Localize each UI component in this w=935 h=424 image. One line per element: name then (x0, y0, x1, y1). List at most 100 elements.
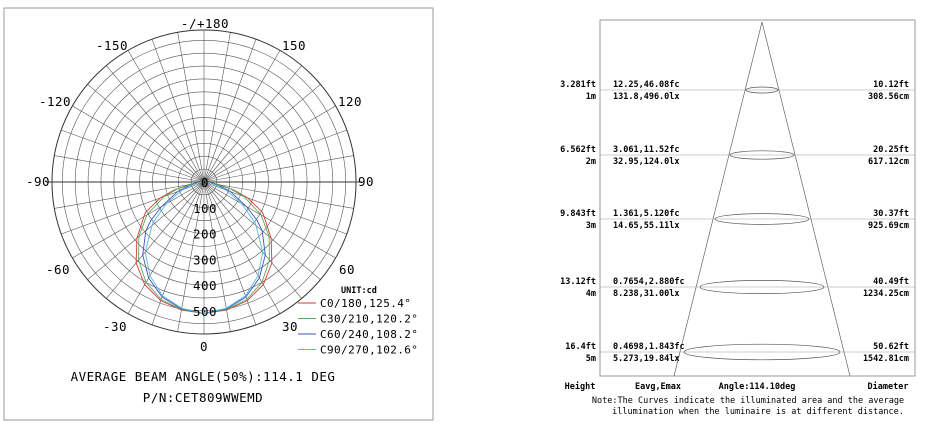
row-height-m: 3m (586, 221, 596, 231)
grid-spoke (54, 155, 205, 183)
radial-tick-label: 100 (193, 201, 217, 216)
grid-spoke (72, 105, 205, 183)
radial-tick-label: 300 (193, 252, 217, 267)
angle-label-150: 150 (282, 38, 306, 53)
radial-labels: 0 100 200 300 400 500 (193, 175, 217, 319)
grid-spoke (177, 181, 205, 332)
grid-spoke (203, 181, 231, 332)
angle-label-neg90: -90 (26, 174, 50, 189)
cone-right-edge (761, 21, 851, 377)
cone-panel-border (599, 19, 916, 377)
angle-label-neg120: -120 (39, 94, 71, 109)
row-eavg-lx: 5.273,19.84lx (613, 354, 680, 364)
row-eavg-fc: 12.25,46.08fc (613, 80, 680, 90)
grid-spoke (203, 181, 281, 314)
beam-angle-text: AVERAGE BEAM ANGLE(50%):114.1 DEG (71, 369, 336, 384)
row-diameter-cm: 1234.25cm (863, 289, 909, 299)
polar-legend: UNIT:cd C0/180,125.4° C30/210,120.2° C60/2… (298, 286, 418, 357)
grid-spoke (203, 65, 302, 183)
unit-label: UNIT:cd (341, 286, 377, 296)
row-eavg-fc: 0.7654,2.880fc (613, 277, 685, 287)
angle-label-0: 0 (200, 339, 208, 354)
grid-spoke (203, 84, 321, 183)
radial-tick-label: 400 (193, 278, 217, 293)
row-eavg-lx: 14.65,55.11lx (613, 221, 680, 231)
grid-spoke (127, 50, 205, 183)
grid-spoke (203, 32, 231, 183)
grid-spoke (127, 181, 205, 314)
row-eavg-lx: 131.8,496.0lx (613, 92, 680, 102)
row-eavg-fc: 1.361,5.120fc (613, 209, 680, 219)
series-curve-3 (144, 181, 264, 314)
cone-lines (600, 21, 915, 377)
grid-spoke (151, 39, 205, 183)
legend-entry: C60/240,108.2° (320, 328, 418, 341)
polar-labels: -/+180 -150 150 -120 120 -90 90 -60 60 -… (26, 16, 374, 354)
angle-label-120: 120 (338, 94, 362, 109)
polar-intensity-diagram: -/+180 -150 150 -120 120 -90 90 -60 60 -… (3, 7, 434, 421)
footer-diameter: Diameter (868, 381, 909, 392)
radial-tick-label: 500 (193, 304, 217, 319)
illuminated-ellipse (683, 343, 841, 361)
illuminated-ellipse (699, 280, 825, 294)
note-line-1: Note:The Curves indicate the illuminated… (592, 396, 904, 406)
footer-eavg: Eavg,Emax (635, 382, 681, 392)
polar-curves (135, 181, 273, 314)
grid-spoke (54, 181, 205, 209)
row-height-ft: 6.562ft (560, 145, 596, 155)
grid-spoke (106, 181, 205, 299)
row-eavg-lx: 8.238,31.00lx (613, 289, 680, 299)
illuminated-ellipse (729, 150, 795, 160)
row-eavg-fc: 3.061,11.52fc (613, 145, 680, 155)
row-height-m: 4m (586, 289, 596, 299)
cone-left-edge (673, 21, 763, 377)
row-height-ft: 3.281ft (560, 80, 596, 90)
legend-entry: C0/180,125.4° (320, 297, 411, 310)
row-eavg-lx: 32.95,124.0lx (613, 157, 680, 167)
row-diameter-ft: 50.62ft (873, 342, 909, 352)
illuminated-ellipse (745, 86, 779, 94)
angle-label-neg30: -30 (103, 319, 127, 334)
angle-label-90: 90 (358, 174, 374, 189)
illuminated-ellipse (714, 213, 810, 225)
grid-spoke (72, 181, 205, 259)
angle-label-30: 30 (282, 319, 298, 334)
row-diameter-ft: 40.49ft (873, 277, 909, 287)
row-diameter-ft: 10.12ft (873, 80, 909, 90)
row-height-m: 5m (586, 354, 596, 364)
row-diameter-cm: 617.12cm (868, 157, 909, 167)
row-height-ft: 13.12ft (560, 277, 596, 287)
legend-entry: C90/270,102.6° (320, 344, 418, 357)
footer-height: Height (565, 381, 596, 392)
grid-spoke (203, 105, 336, 183)
grid-spoke (203, 181, 302, 299)
grid-spoke (203, 39, 257, 183)
row-height-ft: 16.4ft (565, 342, 596, 352)
row-height-ft: 9.843ft (560, 209, 596, 219)
row-diameter-cm: 925.69cm (868, 221, 909, 231)
row-height-m: 1m (586, 92, 596, 102)
part-number-text: P/N:CET809WWEMD (143, 390, 263, 405)
row-height-m: 2m (586, 157, 596, 167)
footer-angle: Angle:114.10deg (719, 382, 796, 392)
cone-rows: 3.281ft 1m 12.25,46.08fc 131.8,496.0lx 10.12… (560, 80, 909, 364)
angle-label-180: -/+180 (181, 16, 229, 31)
grid-spoke (106, 65, 205, 183)
grid-spoke (203, 155, 354, 183)
angle-label-60: 60 (339, 262, 355, 277)
row-diameter-cm: 1542.81cm (863, 354, 909, 364)
grid-spoke (203, 129, 347, 183)
grid-spoke (203, 50, 281, 183)
note-line-2: illumination when the luminaire is at di… (612, 407, 904, 417)
grid-spoke (177, 32, 205, 183)
grid-spoke (203, 181, 354, 209)
angle-label-neg150: -150 (96, 38, 128, 53)
legend-entry: C30/210,120.2° (320, 313, 418, 326)
row-diameter-cm: 308.56cm (868, 92, 909, 102)
grid-spoke (61, 129, 205, 183)
row-diameter-ft: 20.25ft (873, 145, 909, 155)
grid-spoke (203, 181, 336, 259)
row-eavg-fc: 0.4698,1.843fc (613, 342, 685, 352)
angle-label-neg60: -60 (46, 262, 70, 277)
polar-panel-border (3, 7, 434, 421)
